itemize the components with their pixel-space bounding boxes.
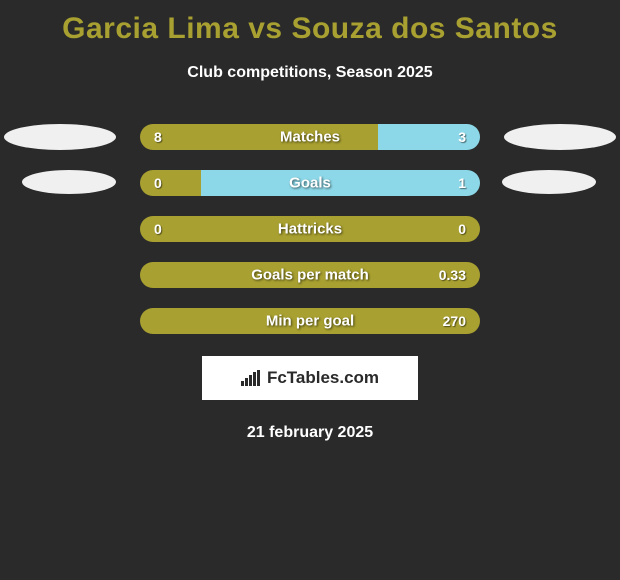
stat-right-value: 1 xyxy=(458,175,466,191)
stat-left-value: 8 xyxy=(154,129,162,145)
stat-left-value: 0 xyxy=(154,175,162,191)
bar-container: Min per goal 270 xyxy=(140,308,480,334)
stat-label: Min per goal xyxy=(266,313,354,330)
stat-row-hattricks: 0 Hattricks 0 xyxy=(0,216,620,242)
stat-row-gpm: Goals per match 0.33 xyxy=(0,262,620,288)
date-text: 21 february 2025 xyxy=(0,424,620,442)
bar-container: 0 Hattricks 0 xyxy=(140,216,480,242)
bar-container: 8 Matches 3 xyxy=(140,124,480,150)
bar-container: Goals per match 0.33 xyxy=(140,262,480,288)
stat-label: Matches xyxy=(280,129,340,146)
stat-label: Goals xyxy=(289,175,331,192)
bar-container: 0 Goals 1 xyxy=(140,170,480,196)
page-title: Garcia Lima vs Souza dos Santos xyxy=(0,0,620,46)
stat-row-goals: 0 Goals 1 xyxy=(0,170,620,196)
stat-right-value: 0.33 xyxy=(439,267,466,283)
stat-right-value: 0 xyxy=(458,221,466,237)
stat-row-mpg: Min per goal 270 xyxy=(0,308,620,334)
stat-label: Hattricks xyxy=(278,221,342,238)
bar-left xyxy=(140,124,378,150)
bar-right xyxy=(201,170,480,196)
bar-left xyxy=(140,170,201,196)
stat-label: Goals per match xyxy=(251,267,369,284)
subtitle: Club competitions, Season 2025 xyxy=(0,64,620,82)
chart-icon xyxy=(241,370,261,386)
logo-box: FcTables.com xyxy=(202,356,418,400)
stat-left-value: 0 xyxy=(154,221,162,237)
stat-right-value: 3 xyxy=(458,129,466,145)
stats-container: 8 Matches 3 0 Goals 1 0 Hattricks 0 xyxy=(0,124,620,334)
stat-row-matches: 8 Matches 3 xyxy=(0,124,620,150)
stat-right-value: 270 xyxy=(443,313,466,329)
logo-text: FcTables.com xyxy=(267,368,379,388)
